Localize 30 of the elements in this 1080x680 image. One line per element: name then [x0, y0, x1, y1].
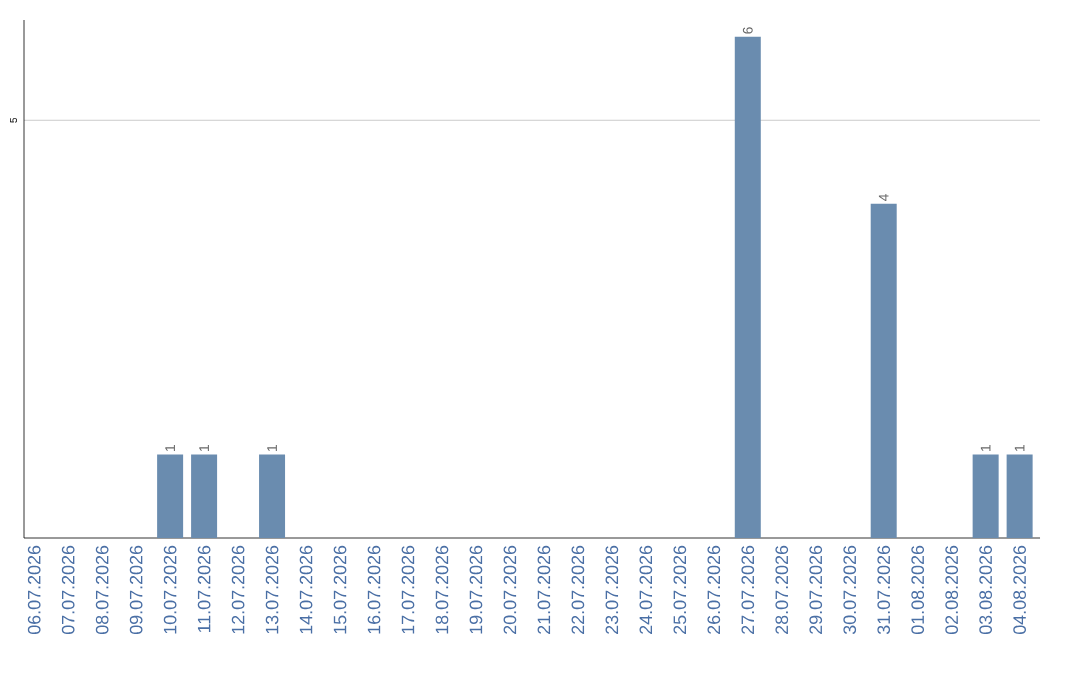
- x-tick-label: 22.07.2026: [571, 545, 585, 634]
- x-tick-label: 18.07.2026: [435, 545, 449, 634]
- x-tick-label: 23.07.2026: [605, 545, 619, 634]
- x-tick-label: 02.08.2026: [945, 545, 959, 635]
- x-tick-label: 29.07.2026: [809, 545, 823, 634]
- x-tick-label: 25.07.2026: [673, 545, 687, 634]
- x-tick-label: 17.07.2026: [401, 545, 415, 634]
- x-tick-label: 10.07.2026: [163, 545, 177, 634]
- x-tick-label: 28.07.2026: [775, 545, 789, 634]
- x-tick-label: 03.08.2026: [979, 545, 993, 635]
- x-tick-label: 24.07.2026: [639, 545, 653, 634]
- x-tick-label: 08.07.2026: [95, 545, 109, 635]
- x-tick-label: 30.07.2026: [843, 545, 857, 635]
- x-tick-label: 06.07.2026: [27, 545, 41, 635]
- x-tick-label: 15.07.2026: [333, 545, 347, 634]
- x-tick-label: 12.07.2026: [231, 545, 245, 634]
- x-tick-label: 26.07.2026: [707, 545, 721, 634]
- x-tick-label: 31.07.2026: [877, 545, 891, 635]
- x-tick-label: 04.08.2026: [1013, 545, 1026, 635]
- x-tick-label: 11.07.2026: [197, 545, 211, 633]
- x-tick-label: 13.07.2026: [265, 545, 279, 634]
- x-tick-label: 16.07.2026: [367, 545, 381, 634]
- x-tick-label: 19.07.2026: [469, 545, 483, 634]
- x-tick-label: 09.07.2026: [129, 545, 143, 635]
- x-tick-label: 07.07.2026: [61, 545, 75, 635]
- x-tick-label: 20.07.2026: [503, 545, 517, 634]
- x-tick-label: 01.08.2026: [911, 545, 925, 635]
- x-tick-label: 21.07.2026: [537, 545, 551, 634]
- x-tick-label: 14.07.2026: [299, 545, 313, 634]
- x-tick-label: 27.07.2026: [741, 545, 755, 634]
